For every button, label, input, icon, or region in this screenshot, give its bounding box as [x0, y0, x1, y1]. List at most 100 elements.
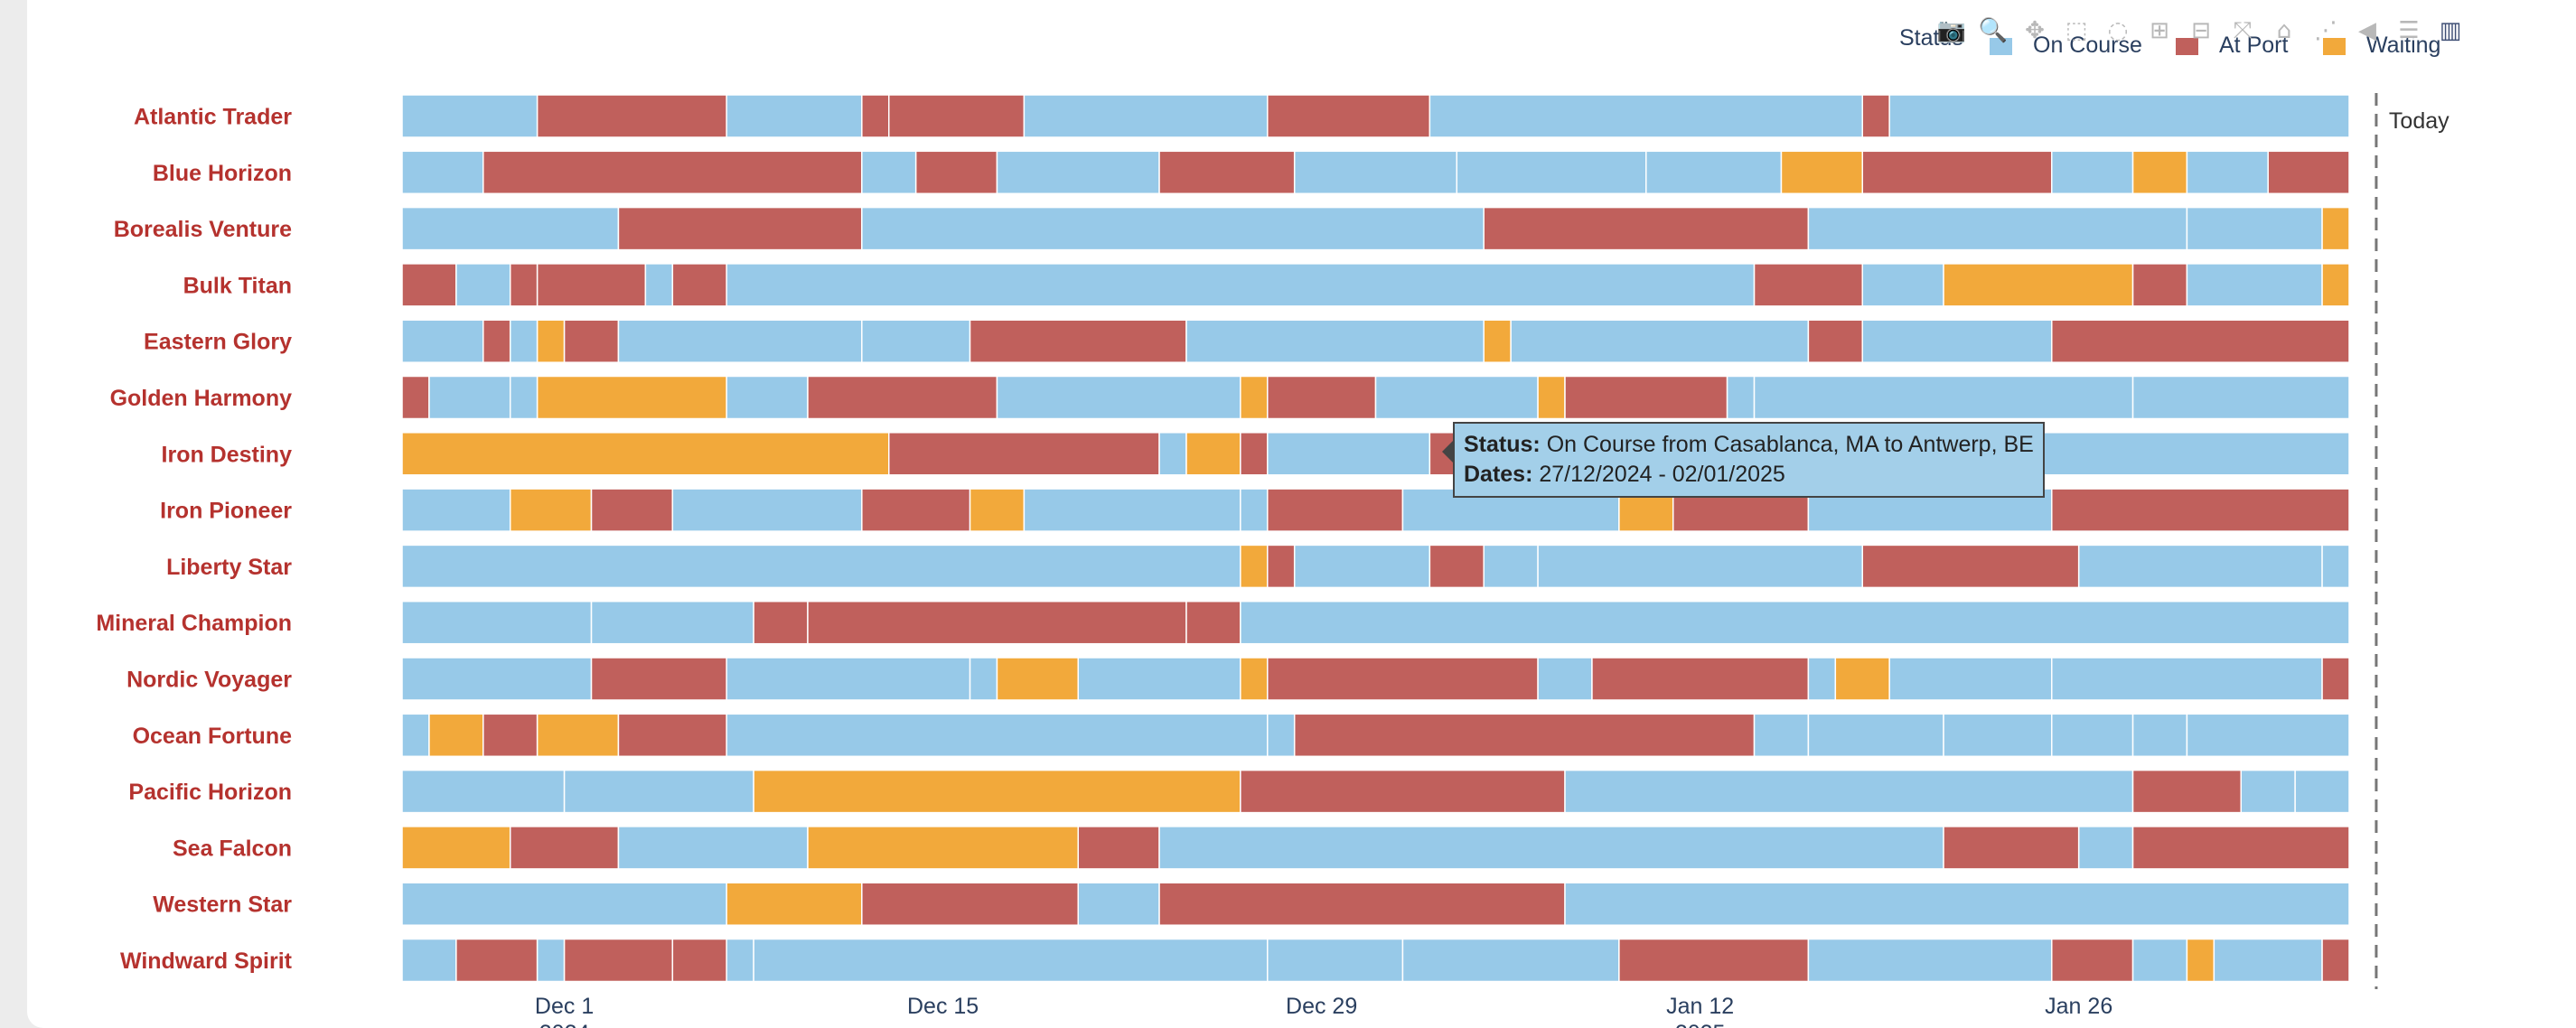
- timeline-segment[interactable]: [2051, 488, 2350, 532]
- timeline-segment[interactable]: [401, 713, 430, 758]
- legend-swatch[interactable]: [1990, 38, 2012, 55]
- timeline-segment[interactable]: [1267, 713, 1296, 758]
- timeline-segment[interactable]: [1834, 657, 1890, 701]
- timeline-segment[interactable]: [753, 938, 1269, 983]
- plotly-logo-icon[interactable]: ▥: [2439, 17, 2462, 44]
- timeline-segment[interactable]: [2186, 206, 2323, 251]
- legend-swatch[interactable]: [2323, 38, 2346, 55]
- timeline-segment[interactable]: [563, 319, 620, 363]
- timeline-segment[interactable]: [1185, 319, 1485, 363]
- timeline-segment[interactable]: [671, 263, 727, 307]
- timeline-segment[interactable]: [1807, 713, 1944, 758]
- timeline-segment[interactable]: [401, 263, 457, 307]
- timeline-segment[interactable]: [536, 713, 620, 758]
- timeline-segment[interactable]: [726, 263, 1756, 307]
- timeline-segment[interactable]: [807, 826, 1080, 870]
- timeline-segment[interactable]: [861, 319, 971, 363]
- timeline-segment[interactable]: [807, 375, 998, 420]
- timeline-segment[interactable]: [1158, 432, 1187, 476]
- box-select-icon[interactable]: ⬚: [2065, 17, 2088, 44]
- timeline-segment[interactable]: [2186, 150, 2269, 195]
- timeline-segment[interactable]: [2186, 713, 2350, 758]
- timeline-segment[interactable]: [671, 938, 727, 983]
- timeline-segment[interactable]: [1510, 319, 1810, 363]
- timeline-segment[interactable]: [1861, 544, 2080, 589]
- timeline-segment[interactable]: [996, 657, 1080, 701]
- timeline-segment[interactable]: [1293, 544, 1431, 589]
- timeline-segment[interactable]: [996, 375, 1241, 420]
- timeline-segment[interactable]: [536, 263, 647, 307]
- timeline-segment[interactable]: [1483, 206, 1810, 251]
- timeline-segment[interactable]: [1645, 150, 1783, 195]
- timeline-segment[interactable]: [861, 882, 1080, 926]
- timeline-segment[interactable]: [401, 488, 511, 532]
- timeline-segment[interactable]: [726, 713, 1269, 758]
- timeline-segment[interactable]: [2051, 319, 2350, 363]
- timeline-segment[interactable]: [1158, 150, 1296, 195]
- timeline-segment[interactable]: [1807, 319, 1864, 363]
- timeline-segment[interactable]: [644, 263, 674, 307]
- timeline-segment[interactable]: [401, 206, 620, 251]
- timeline-segment[interactable]: [2131, 375, 2350, 420]
- timeline-segment[interactable]: [726, 882, 863, 926]
- timeline-segment[interactable]: [428, 375, 511, 420]
- timeline-segment[interactable]: [1564, 375, 1728, 420]
- timeline-segment[interactable]: [1780, 150, 1864, 195]
- timeline-segment[interactable]: [726, 657, 971, 701]
- lasso-select-icon[interactable]: ◌: [2107, 17, 2129, 44]
- timeline-segment[interactable]: [2051, 713, 2134, 758]
- timeline-segment[interactable]: [1726, 375, 1756, 420]
- timeline-segment[interactable]: [1293, 713, 1756, 758]
- timeline-segment[interactable]: [401, 826, 511, 870]
- timeline-segment[interactable]: [509, 375, 539, 420]
- timeline-segment[interactable]: [753, 769, 1241, 814]
- timeline-segment[interactable]: [861, 150, 917, 195]
- timeline-segment[interactable]: [428, 713, 484, 758]
- timeline-segment[interactable]: [1401, 938, 1620, 983]
- timeline-segment[interactable]: [1023, 488, 1241, 532]
- reset-axes-icon[interactable]: ⌂: [2276, 17, 2292, 44]
- timeline-segment[interactable]: [2267, 150, 2350, 195]
- timeline-segment[interactable]: [1888, 94, 2350, 138]
- timeline-segment[interactable]: [2294, 769, 2350, 814]
- timeline-segment[interactable]: [1753, 713, 1810, 758]
- timeline-segment[interactable]: [2051, 150, 2134, 195]
- zoom-out-icon[interactable]: ⊟: [2191, 17, 2211, 44]
- timeline-segment[interactable]: [1807, 206, 2188, 251]
- timeline-segment[interactable]: [1888, 657, 2053, 701]
- timeline-segment[interactable]: [1943, 263, 2134, 307]
- timeline-segment[interactable]: [536, 319, 566, 363]
- timeline-segment[interactable]: [617, 826, 809, 870]
- timeline-segment[interactable]: [861, 488, 971, 532]
- timeline-segment[interactable]: [807, 600, 1187, 645]
- camera-icon[interactable]: 📷: [1936, 17, 1967, 44]
- timeline-segment[interactable]: [2131, 769, 2243, 814]
- timeline-segment[interactable]: [401, 432, 890, 476]
- hover-closest-icon[interactable]: ◀: [2358, 17, 2376, 44]
- timeline-segment[interactable]: [590, 488, 674, 532]
- timeline-segment[interactable]: [401, 544, 1241, 589]
- timeline-segment[interactable]: [1267, 544, 1296, 589]
- timeline-segment[interactable]: [1158, 826, 1944, 870]
- timeline-segment[interactable]: [2321, 938, 2350, 983]
- timeline-segment[interactable]: [1429, 544, 1485, 589]
- timeline-segment[interactable]: [1267, 657, 1539, 701]
- timeline-segment[interactable]: [2321, 263, 2350, 307]
- legend-item-label[interactable]: At Port: [2219, 33, 2288, 58]
- timeline-segment[interactable]: [1943, 713, 2053, 758]
- timeline-segment[interactable]: [1537, 375, 1566, 420]
- timeline-segment[interactable]: [401, 94, 539, 138]
- pan-icon[interactable]: ✥: [2025, 17, 2045, 44]
- timeline-segment[interactable]: [2240, 769, 2296, 814]
- spike-lines-icon[interactable]: ⋰: [2314, 17, 2337, 44]
- timeline-segment[interactable]: [1807, 938, 2053, 983]
- legend-item-label[interactable]: Waiting: [2366, 33, 2440, 58]
- timeline-segment[interactable]: [1077, 826, 1160, 870]
- timeline-segment[interactable]: [1240, 544, 1269, 589]
- timeline-segment[interactable]: [509, 319, 539, 363]
- timeline-segment[interactable]: [1185, 432, 1241, 476]
- legend-swatch[interactable]: [2176, 38, 2198, 55]
- timeline-segment[interactable]: [401, 600, 593, 645]
- timeline-segment[interactable]: [1240, 375, 1269, 420]
- timeline-segment[interactable]: [1240, 488, 1269, 532]
